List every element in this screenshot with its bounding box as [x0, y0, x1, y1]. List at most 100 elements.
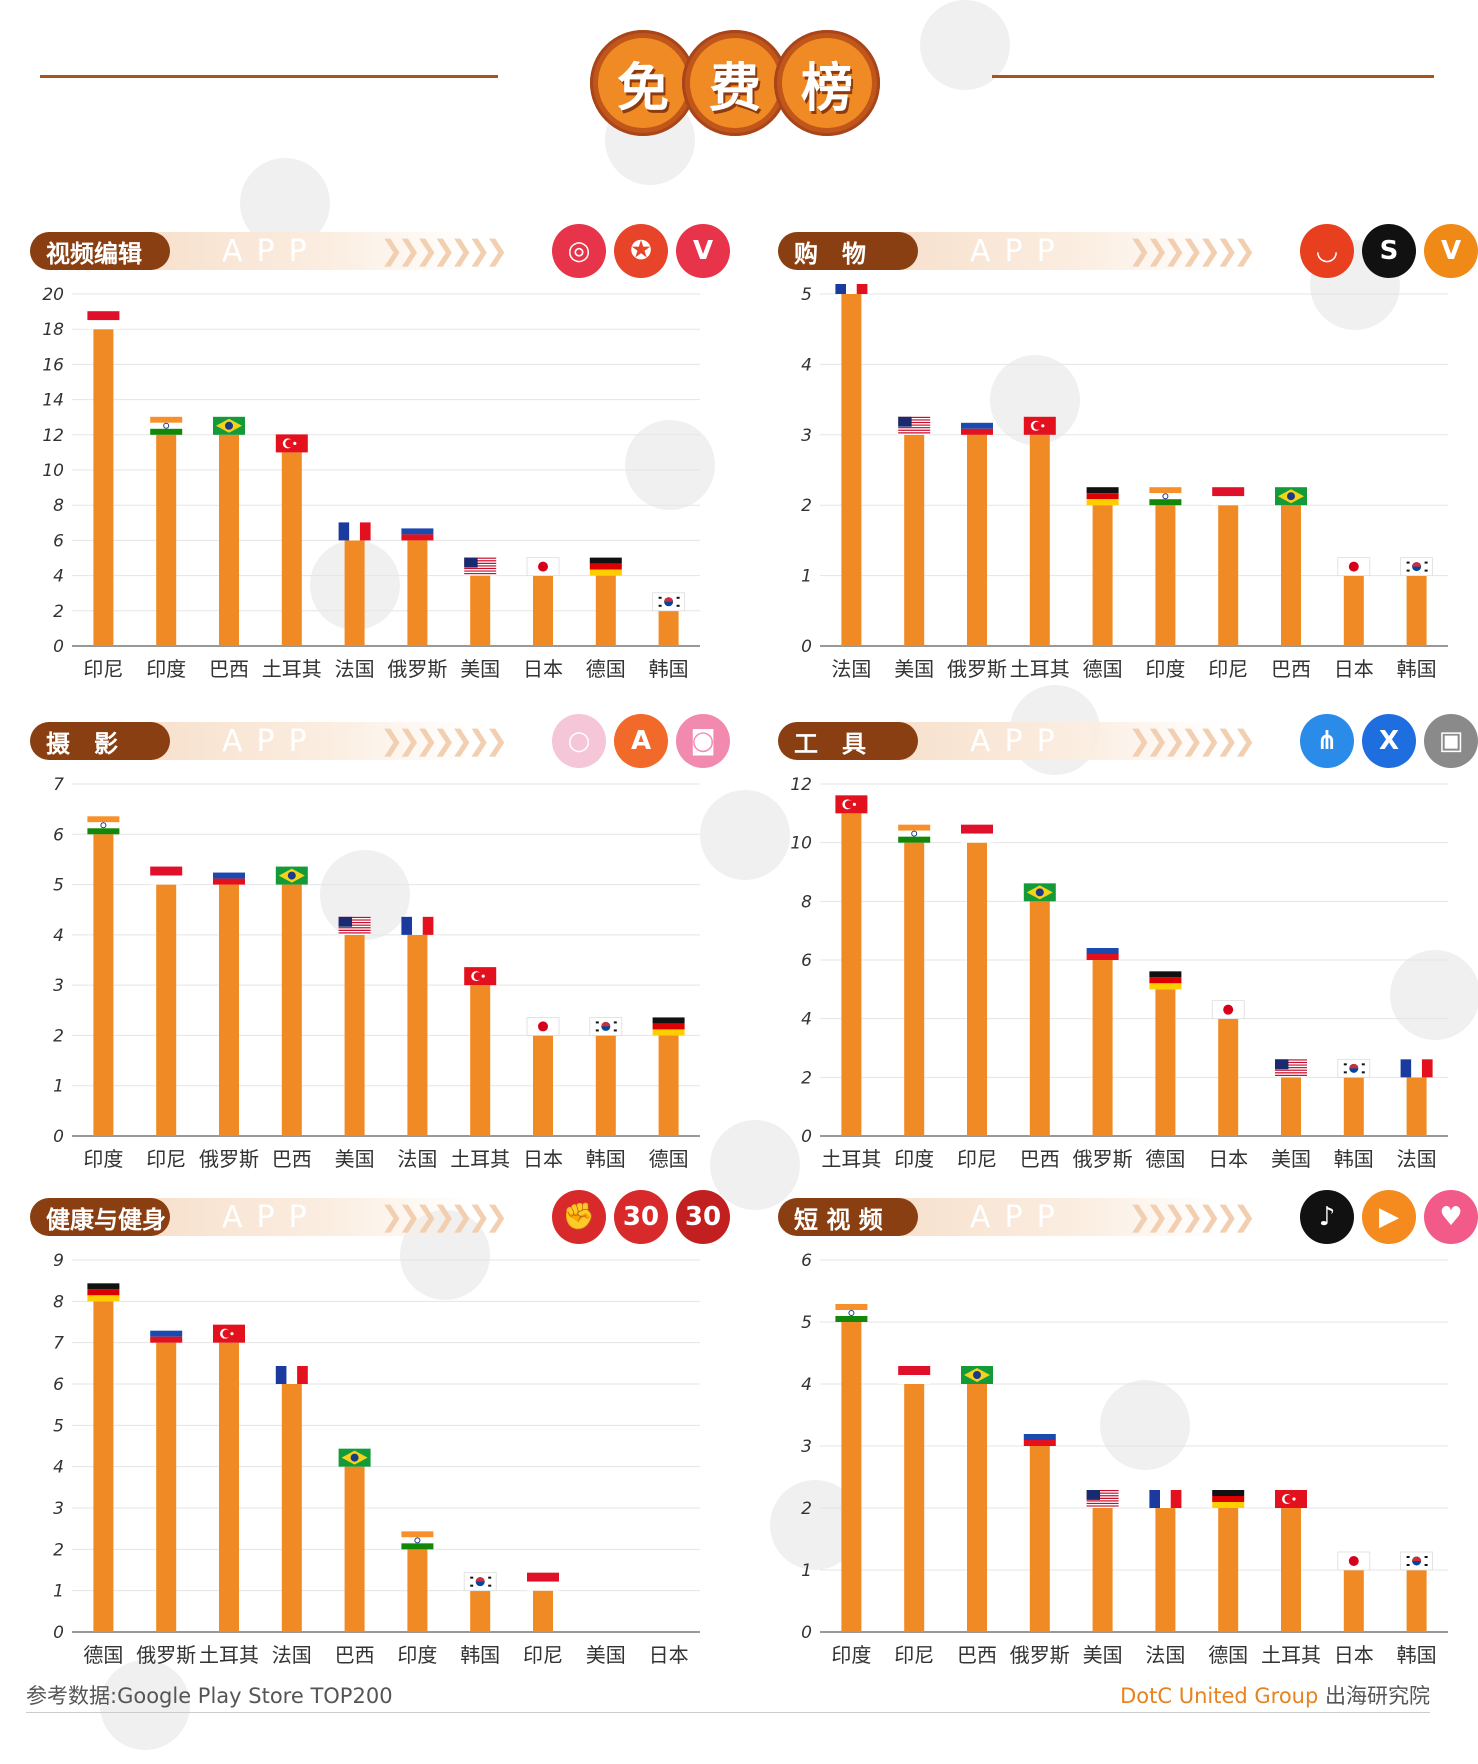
boxing-app-icon: ✊	[552, 1190, 606, 1244]
flag-kr-icon	[463, 1572, 497, 1592]
flag-tr-icon	[1275, 1490, 1307, 1508]
arrows-decoration: ❯❯❯❯❯❯❯	[1128, 724, 1256, 757]
x-tick-label: 印尼	[1208, 657, 1248, 681]
flag-ru-icon	[213, 866, 245, 885]
v-shop-app-icon: V	[1424, 224, 1478, 278]
flag-tr-icon	[213, 1324, 245, 1343]
y-tick-label: 2	[53, 1026, 64, 1046]
app-banner-text: APP	[970, 234, 1069, 269]
watermark-logo	[1390, 950, 1478, 1040]
x-tick-label: 美国	[894, 657, 934, 681]
flag-id-icon	[1212, 487, 1245, 506]
bar	[658, 1035, 679, 1136]
category-pill: 短 视 频	[778, 1198, 918, 1236]
y-tick-label: 8	[801, 892, 812, 912]
x-tick-label: 韩国	[586, 1147, 626, 1171]
flag-de-icon	[652, 1017, 685, 1036]
flag-br-icon	[1023, 883, 1056, 902]
flag-kr-icon	[1400, 557, 1433, 577]
y-tick-label: 7	[53, 1334, 64, 1354]
x-tick-label: 美国	[1271, 1147, 1311, 1171]
y-tick-label: 5	[53, 876, 64, 896]
x-tick-label: 日本	[523, 1147, 563, 1171]
y-tick-label: 6	[801, 1251, 812, 1271]
bar	[281, 452, 302, 646]
x-tick-label: 日本	[649, 1643, 689, 1667]
x-tick-label: 美国	[586, 1643, 626, 1667]
x-tick-label: 俄罗斯	[136, 1643, 196, 1667]
flag-in-icon	[1149, 487, 1182, 506]
x-tick-label: 法国	[272, 1643, 312, 1667]
footer-divider	[26, 1712, 1430, 1713]
flag-kr-icon	[1337, 1058, 1371, 1078]
abs-30-app-icon: 30	[676, 1190, 730, 1244]
y-tick-label: 6	[53, 531, 64, 551]
brand-note: DotC United Group 出海研究院	[1120, 1680, 1430, 1710]
app-icons: ♪ ▶ ♥	[1300, 1190, 1478, 1244]
x-tick-label: 法国	[1397, 1147, 1437, 1171]
flag-jp-icon	[526, 1017, 560, 1036]
y-tick-label: 1	[801, 1561, 812, 1581]
category-banner: APP ❯❯❯❯❯❯❯	[888, 1198, 1256, 1236]
title-char: 免	[598, 38, 688, 128]
title-line-right	[992, 75, 1434, 78]
flag-id-icon	[961, 824, 993, 843]
flag-in-icon	[401, 1531, 434, 1550]
arrows-decoration: ❯❯❯❯❯❯❯	[1128, 234, 1256, 267]
x-tick-label: 印度	[146, 657, 186, 681]
flag-ru-icon	[401, 522, 434, 541]
aliexpress-app-icon: ◡	[1300, 224, 1354, 278]
arrows-decoration: ❯❯❯❯❯❯❯	[1128, 1200, 1256, 1233]
bar	[1155, 1508, 1176, 1632]
flag-us-icon	[898, 416, 931, 435]
x-tick-label: 土耳其	[821, 1147, 881, 1171]
bar	[344, 540, 365, 646]
bar	[1029, 1446, 1050, 1632]
x-tick-label: 印度	[1145, 657, 1185, 681]
y-tick-label: 5	[801, 285, 812, 305]
y-tick-label: 0	[801, 1127, 812, 1147]
x-tick-label: 德国	[586, 657, 626, 681]
flag-br-icon	[338, 1448, 371, 1467]
bar	[841, 294, 862, 646]
flag-tr-icon	[835, 795, 868, 814]
bar	[967, 842, 987, 1136]
flag-de-icon	[1086, 487, 1119, 506]
app-banner-text: APP	[970, 1200, 1069, 1235]
x-tick-label: 印尼	[523, 1643, 563, 1667]
y-tick-label: 4	[801, 1375, 812, 1395]
x-tick-label: 印尼	[957, 1147, 997, 1171]
bar	[407, 540, 428, 646]
bar	[219, 1342, 239, 1632]
x-tick-label: 法国	[335, 657, 375, 681]
x-tick-label: 日本	[523, 657, 563, 681]
flag-br-icon	[1275, 487, 1307, 506]
arrows-decoration: ❯❯❯❯❯❯❯	[380, 724, 508, 757]
bar	[904, 1384, 925, 1632]
flag-de-icon	[87, 1283, 120, 1302]
bar	[1406, 575, 1427, 646]
bar	[1281, 1077, 1301, 1136]
y-tick-label: 2	[801, 496, 812, 516]
y-tick-label: 3	[801, 1437, 812, 1457]
x-tick-label: 巴西	[209, 657, 249, 681]
watermark-logo	[1100, 1380, 1190, 1470]
category-banner: APP ❯❯❯❯❯❯❯	[140, 232, 508, 270]
flag-tr-icon	[464, 967, 497, 986]
bar	[1218, 505, 1239, 646]
app-banner-text: APP	[970, 724, 1069, 759]
x-tick-label: 德国	[1083, 657, 1123, 681]
y-tick-label: 9	[53, 1251, 64, 1271]
bar	[219, 884, 239, 1136]
app-icons: ◡ S V	[1300, 224, 1478, 278]
y-tick-label: 10	[790, 834, 812, 854]
flag-ru-icon	[1023, 1428, 1056, 1446]
y-tick-label: 4	[53, 926, 64, 946]
bar	[93, 329, 114, 646]
bar	[841, 1322, 862, 1632]
x-tick-label: 印度	[83, 1147, 123, 1171]
bar	[1155, 989, 1176, 1136]
bar-chart: 0 2 4 6 8 10 12 土耳其 印度 印尼 巴西 俄罗斯 德国 日本 美国 韩国 法国	[790, 775, 1448, 1171]
x-tick-label: 巴西	[957, 1643, 997, 1667]
y-tick-label: 3	[53, 976, 64, 996]
